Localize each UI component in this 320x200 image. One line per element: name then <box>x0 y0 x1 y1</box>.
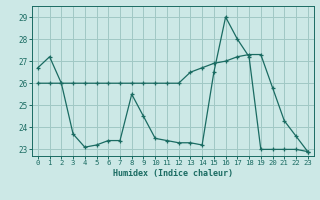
X-axis label: Humidex (Indice chaleur): Humidex (Indice chaleur) <box>113 169 233 178</box>
